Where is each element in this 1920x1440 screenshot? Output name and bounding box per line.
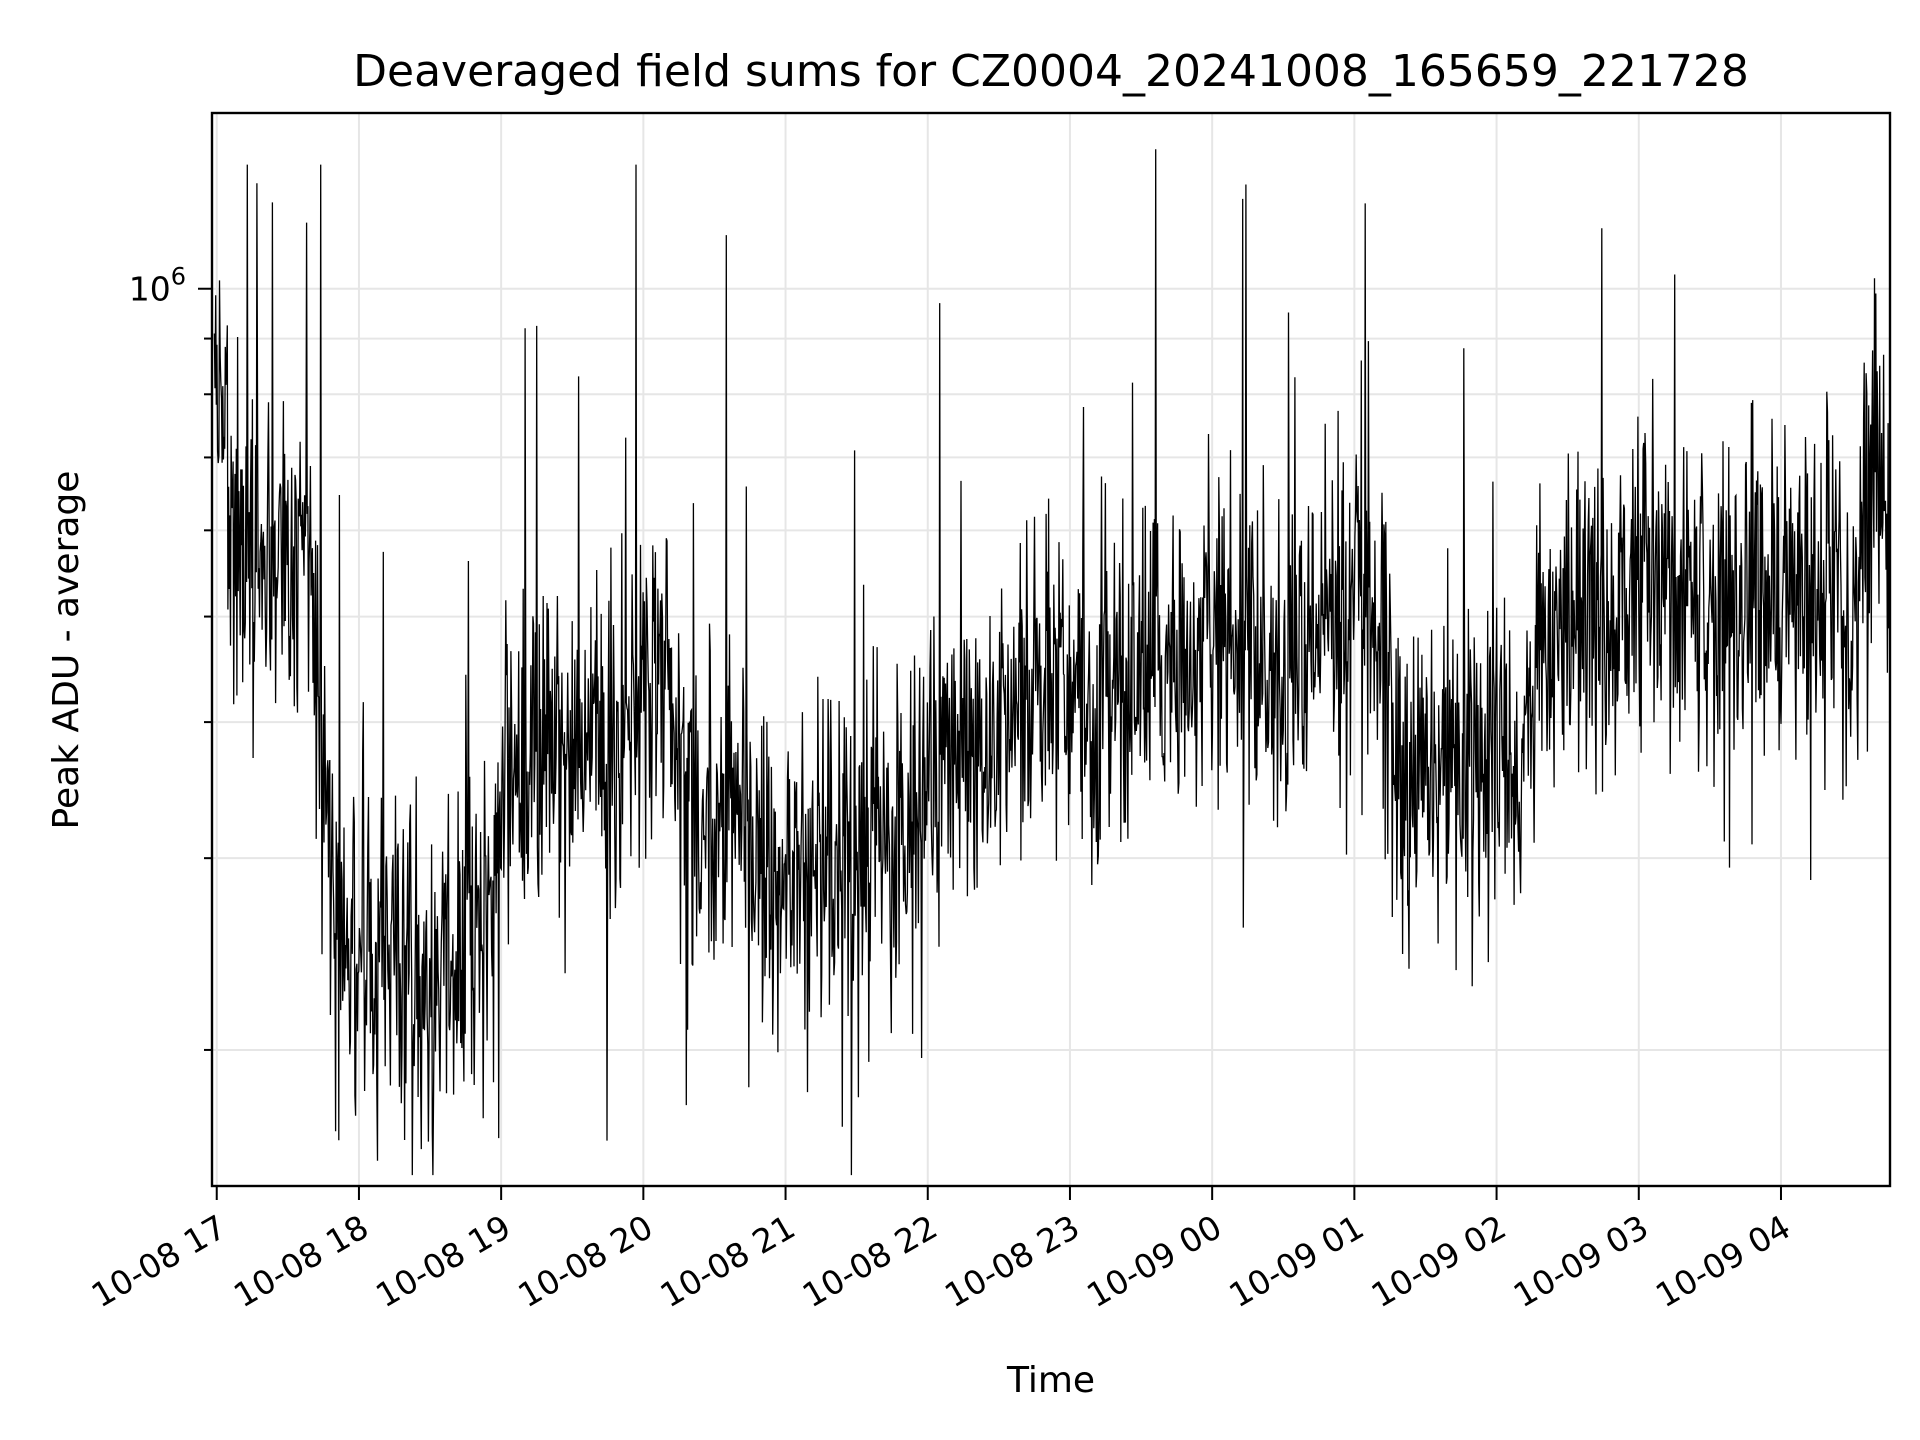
x-tick-label: 10-09 00 xyxy=(1080,1207,1228,1315)
x-tick-label: 10-09 01 xyxy=(1222,1207,1370,1315)
chart-title: Deaveraged field sums for CZ0004_2024100… xyxy=(353,46,1749,97)
x-tick-label: 10-08 18 xyxy=(227,1207,375,1315)
y-tick-label: 106 xyxy=(129,263,186,309)
series-line xyxy=(213,149,1891,1176)
x-tick-label: 10-08 22 xyxy=(796,1207,944,1315)
x-tick-label: 10-08 20 xyxy=(511,1207,659,1315)
y-axis-label: Peak ADU - average xyxy=(46,471,87,830)
series-layer xyxy=(213,149,1891,1176)
x-axis-label: Time xyxy=(1006,1360,1095,1401)
x-tick-label: 10-09 03 xyxy=(1507,1207,1655,1315)
x-tick-label: 10-08 19 xyxy=(369,1207,517,1315)
y-axis-ticks: 106 xyxy=(129,263,212,1051)
x-tick-label: 10-09 02 xyxy=(1365,1207,1513,1315)
x-tick-label: 10-08 21 xyxy=(654,1207,802,1315)
plot-area-frame xyxy=(210,111,1892,1188)
x-tick-label: 10-08 23 xyxy=(938,1207,1086,1315)
x-tick-label: 10-08 17 xyxy=(85,1207,233,1315)
x-tick-label: 10-09 04 xyxy=(1649,1207,1797,1315)
